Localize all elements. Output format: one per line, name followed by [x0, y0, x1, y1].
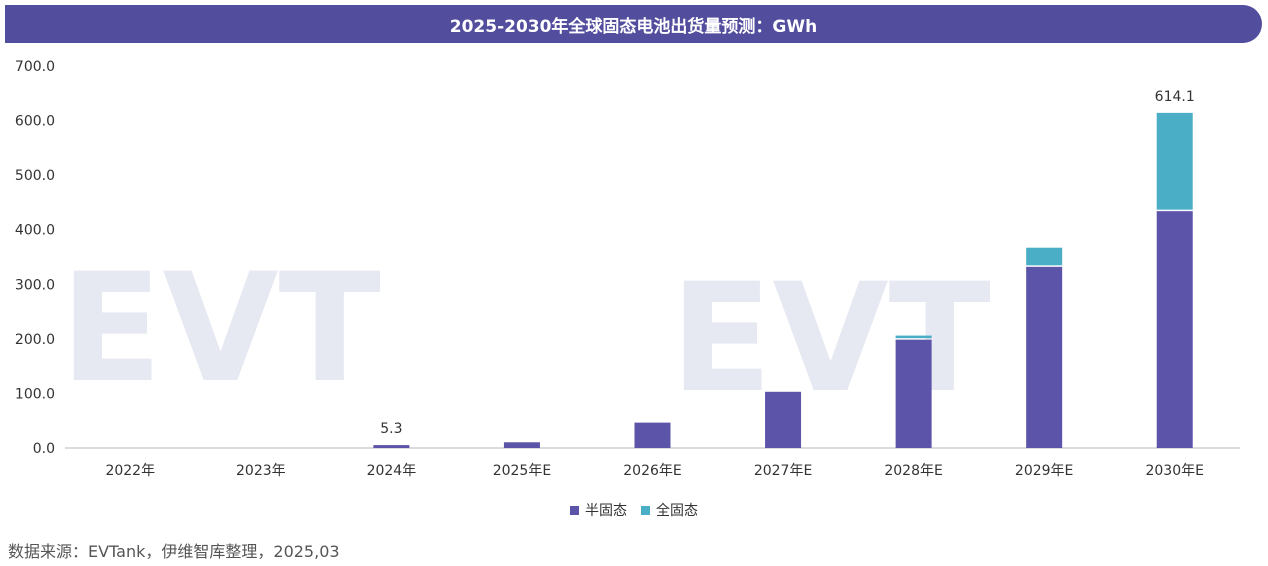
- x-tick-label: 2023年: [236, 463, 286, 479]
- y-tick-label: 300.0: [15, 277, 55, 293]
- legend-swatch: [641, 505, 650, 515]
- x-tick-label: 2024年: [367, 463, 417, 479]
- bar-semi-solid: [895, 339, 932, 448]
- bar-semi-solid: [503, 442, 540, 448]
- x-tick-label: 2028年E: [884, 463, 942, 479]
- data-label: 5.3: [380, 421, 402, 437]
- legend-item-all-solid: 全固态: [641, 500, 698, 520]
- legend-swatch: [570, 505, 579, 515]
- bar-semi-solid: [1026, 266, 1063, 448]
- legend: 半固态 全固态: [0, 500, 1268, 520]
- y-tick-label: 200.0: [15, 332, 55, 348]
- y-tick-label: 600.0: [15, 114, 55, 130]
- source-note: 数据来源：EVTank，伊维智库整理，2025,03: [8, 542, 340, 561]
- y-tick-label: 500.0: [15, 168, 55, 184]
- bar-all-solid: [1026, 247, 1063, 266]
- bar-all-solid: [895, 335, 932, 339]
- x-tick-label: 2025年E: [493, 463, 551, 479]
- watermark-logo: EVT: [670, 252, 991, 426]
- x-tick-label: 2027年E: [754, 463, 812, 479]
- y-tick-label: 100.0: [15, 386, 55, 402]
- data-label: 614.1: [1155, 89, 1195, 105]
- bar-all-solid: [1156, 112, 1193, 210]
- x-tick-label: 2022年: [105, 463, 155, 479]
- y-tick-label: 400.0: [15, 223, 55, 239]
- x-tick-label: 2026年E: [623, 463, 681, 479]
- bar-chart: EVT EVT 0.0 100.0 200.0 300.0 400.0 500.0 600.0 7…: [15, 59, 1240, 479]
- chart-title: 2025-2030年全球固态电池出货量预测：GWh: [5, 5, 1262, 43]
- y-tick-label: 700.0: [15, 59, 55, 75]
- watermark-logo: EVT: [60, 242, 381, 416]
- bar-semi-solid: [634, 422, 671, 448]
- bar-semi-solid: [1156, 211, 1193, 448]
- legend-label: 全固态: [656, 503, 698, 519]
- y-tick-label: 0.0: [33, 441, 55, 457]
- legend-label: 半固态: [585, 503, 627, 519]
- x-tick-label: 2030年E: [1145, 463, 1203, 479]
- bar-semi-solid: [373, 445, 410, 448]
- bar-semi-solid: [765, 391, 802, 448]
- legend-item-semi-solid: 半固态: [570, 500, 627, 520]
- x-tick-label: 2029年E: [1015, 463, 1073, 479]
